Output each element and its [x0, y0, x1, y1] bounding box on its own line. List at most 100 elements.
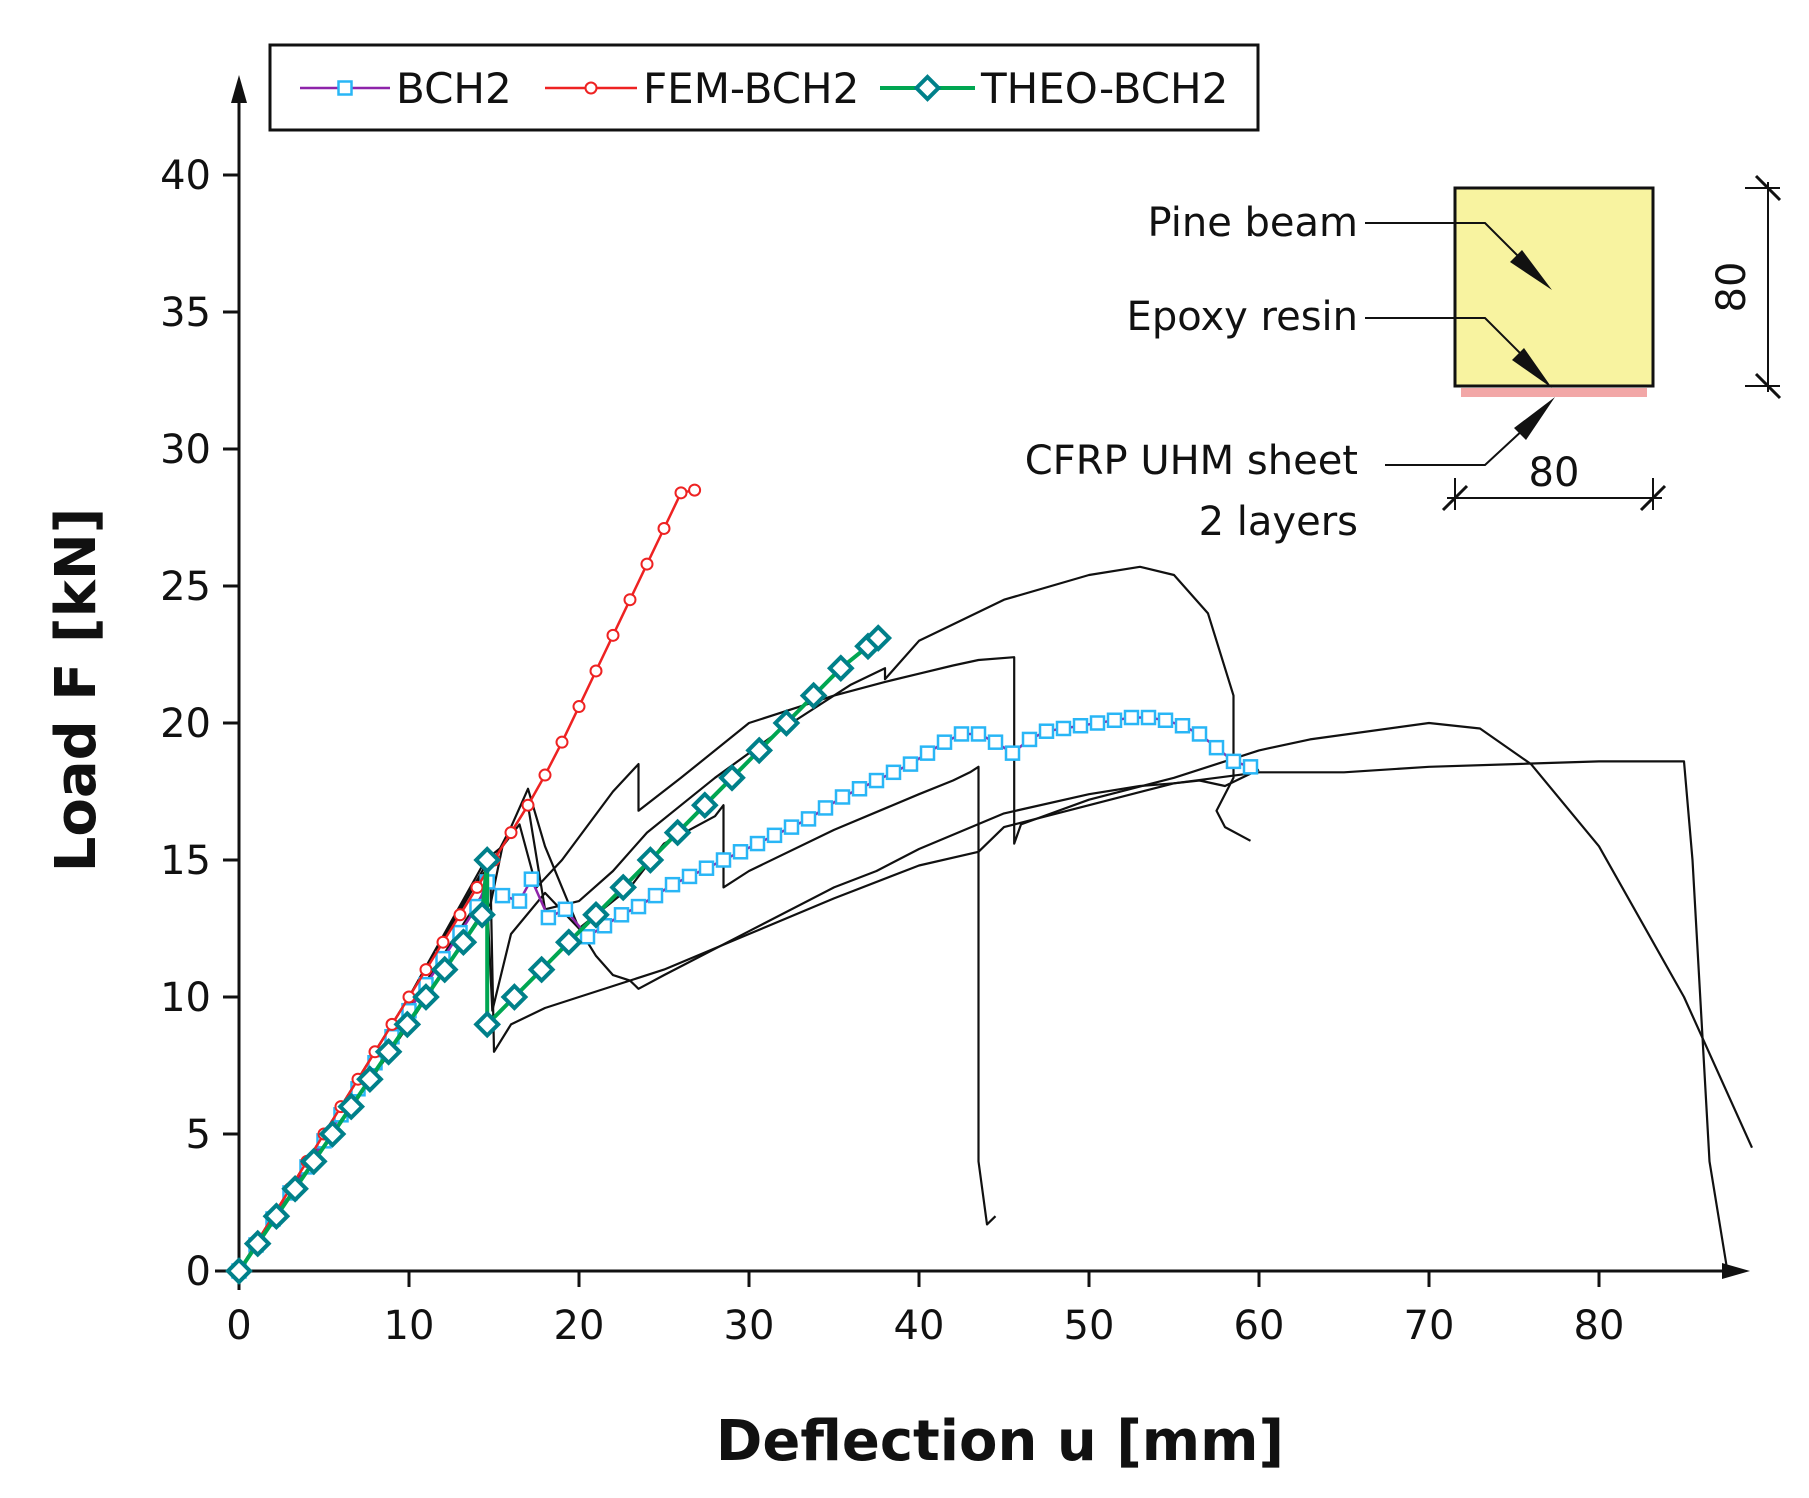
data-point-theo-bch2 [337, 1092, 366, 1121]
data-point-theo-bch2 [299, 1147, 328, 1176]
data-point-fem-bch2 [453, 908, 467, 922]
x-tick-label: 70 [1404, 1303, 1455, 1349]
legend: BCH2 FEM-BCH2 THEO-BCH2 [268, 43, 1260, 132]
data-point-fem-bch2 [470, 880, 484, 894]
data-point-bch2 [970, 726, 987, 742]
series-line-bch2 [237, 716, 1251, 1272]
data-point-bch2 [987, 734, 1004, 750]
y-tick-label: 0 [186, 1249, 211, 1295]
axis-tick-labels: 0 10 20 30 40 50 60 70 80 0 5 10 15 20 25 30 35 40 [160, 153, 1624, 1349]
legend-box [268, 43, 1260, 132]
data-point-theo-bch2 [412, 983, 440, 1011]
cross-section-inset: Pine beam Epoxy resin CFRP UHM sheet 2 l… [1025, 174, 1782, 545]
series-test-5 [238, 565, 1252, 1272]
data-point-bch2 [1123, 709, 1140, 726]
data-point-bch2 [766, 827, 783, 844]
series-line-test-4 [238, 760, 1728, 1272]
data-point-bch2 [732, 844, 749, 860]
data-point-theo-bch2 [243, 1229, 272, 1258]
axis-ticks [223, 173, 1601, 1287]
height-tick-top [1754, 174, 1782, 202]
data-point-bch2 [749, 835, 766, 852]
x-axis-title: Deflection u [mm] [716, 1409, 1284, 1474]
data-point-theo-bch2 [527, 955, 556, 984]
data-point-theo-bch2 [318, 1120, 347, 1148]
data-point-theo-bch2 [690, 791, 719, 820]
data-point-theo-bch2 [864, 624, 893, 652]
x-tick-label: 0 [226, 1303, 251, 1349]
y-axis-arrow-icon [231, 75, 247, 103]
data-point-bch2 [868, 772, 885, 789]
data-point-theo-bch2 [393, 1010, 422, 1039]
data-point-bch2 [919, 745, 936, 761]
data-point-bch2 [613, 907, 630, 923]
legend-item-theo-bch2: THEO-BCH2 [880, 64, 1228, 113]
data-point-bch2 [557, 901, 574, 918]
x-tick-label: 60 [1234, 1303, 1285, 1349]
inset-label-epoxy-resin: Epoxy resin [1127, 294, 1358, 340]
axes [215, 75, 1750, 1290]
data-point-theo-bch2 [262, 1202, 291, 1231]
data-point-theo-bch2 [473, 846, 502, 874]
leader-epoxy [1365, 317, 1531, 364]
series-line-test-3 [238, 765, 997, 1272]
series-bch2 [231, 709, 1259, 1279]
inset-width-label: 80 [1529, 450, 1580, 496]
data-point-theo-bch2 [663, 818, 692, 847]
data-point-theo-bch2 [718, 763, 746, 792]
data-point-fem-bch2 [538, 768, 552, 782]
data-point-theo-bch2 [799, 681, 828, 710]
data-point-bch2 [715, 852, 732, 868]
data-point-bch2 [579, 928, 596, 945]
data-point-theo-bch2 [500, 983, 529, 1011]
y-tick-label: 10 [160, 975, 211, 1021]
legend-label-theo-bch2: THEO-BCH2 [980, 64, 1228, 113]
data-point-bch2 [851, 781, 868, 797]
series-line-fem-bch2 [237, 488, 695, 1272]
cfrp-sheet-section [1461, 388, 1647, 397]
data-point-theo-bch2 [772, 709, 801, 737]
data-point-theo-bch2 [449, 928, 478, 957]
x-tick-label: 40 [894, 1303, 945, 1349]
data-point-bch2 [885, 764, 902, 781]
y-tick-label: 5 [186, 1112, 211, 1158]
data-point-bch2 [1021, 731, 1038, 748]
data-point-fem-bch2 [589, 664, 603, 678]
data-point-bch2 [1055, 720, 1072, 737]
width-tick-left [1441, 484, 1469, 512]
data-point-bch2 [834, 789, 851, 805]
y-tick-label: 30 [160, 427, 211, 473]
data-point-fem-bch2 [688, 483, 702, 497]
series-line-test-5 [238, 565, 1252, 1272]
x-tick-label: 50 [1064, 1303, 1115, 1349]
data-point-bch2 [1208, 739, 1225, 756]
inset-label-pine-beam: Pine beam [1147, 200, 1358, 246]
data-point-bch2 [1004, 745, 1021, 761]
data-point-theo-bch2 [609, 873, 638, 902]
data-point-bch2 [630, 898, 647, 915]
data-point-bch2 [494, 887, 511, 904]
y-tick-label: 15 [160, 838, 211, 884]
data-point-fem-bch2 [657, 521, 671, 535]
plot-area [225, 483, 1754, 1285]
x-tick-label: 10 [384, 1303, 435, 1349]
series-test-3 [238, 765, 997, 1272]
leader-arrow-pine-icon [1510, 250, 1552, 290]
inset-height-label: 80 [1709, 262, 1755, 313]
y-tick-label: 25 [160, 564, 211, 610]
data-point-bch2 [1038, 723, 1055, 739]
data-point-bch2 [698, 860, 715, 876]
x-tick-label: 30 [724, 1303, 775, 1349]
data-point-fem-bch2 [572, 700, 586, 714]
data-point-bch2 [936, 734, 953, 750]
data-point-theo-bch2 [826, 654, 855, 683]
data-point-theo-bch2 [745, 736, 774, 765]
data-point-bch2 [953, 726, 970, 742]
pine-beam-section [1453, 186, 1655, 388]
data-point-bch2 [902, 756, 919, 772]
leader-arrow-cfrp-icon [1514, 397, 1555, 440]
data-point-bch2 [1140, 709, 1157, 726]
legend-marker-bch2 [337, 80, 353, 96]
data-point-fem-bch2 [436, 935, 450, 949]
